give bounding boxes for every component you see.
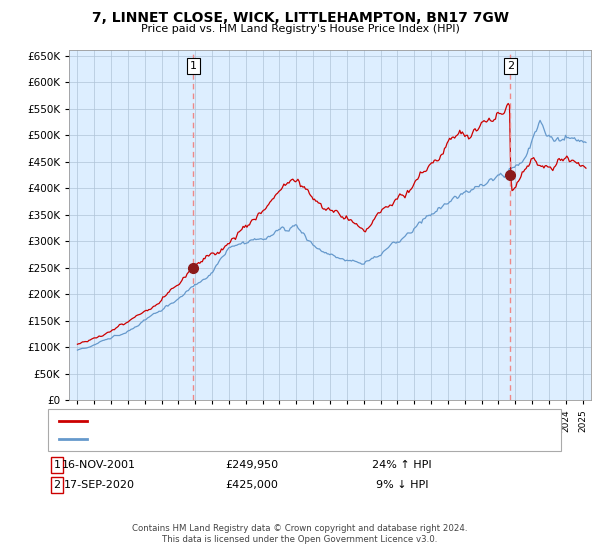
Text: 2: 2: [507, 61, 514, 71]
Text: £425,000: £425,000: [226, 480, 278, 490]
Text: 7, LINNET CLOSE, WICK, LITTLEHAMPTON, BN17 7GW: 7, LINNET CLOSE, WICK, LITTLEHAMPTON, BN…: [91, 11, 509, 25]
Text: Contains HM Land Registry data © Crown copyright and database right 2024.: Contains HM Land Registry data © Crown c…: [132, 524, 468, 533]
Text: 17-SEP-2020: 17-SEP-2020: [64, 480, 134, 490]
Text: This data is licensed under the Open Government Licence v3.0.: This data is licensed under the Open Gov…: [163, 535, 437, 544]
Text: 1: 1: [53, 460, 61, 470]
Text: Price paid vs. HM Land Registry's House Price Index (HPI): Price paid vs. HM Land Registry's House …: [140, 24, 460, 34]
Text: 24% ↑ HPI: 24% ↑ HPI: [372, 460, 432, 470]
Text: 1: 1: [190, 61, 197, 71]
Text: 7, LINNET CLOSE, WICK, LITTLEHAMPTON, BN17 7GW (detached house): 7, LINNET CLOSE, WICK, LITTLEHAMPTON, BN…: [93, 417, 465, 426]
Text: 16-NOV-2001: 16-NOV-2001: [62, 460, 136, 470]
Text: 2: 2: [53, 480, 61, 490]
Text: £249,950: £249,950: [226, 460, 278, 470]
Text: 9% ↓ HPI: 9% ↓ HPI: [376, 480, 428, 490]
Text: HPI: Average price, detached house, Arun: HPI: Average price, detached house, Arun: [93, 434, 311, 444]
